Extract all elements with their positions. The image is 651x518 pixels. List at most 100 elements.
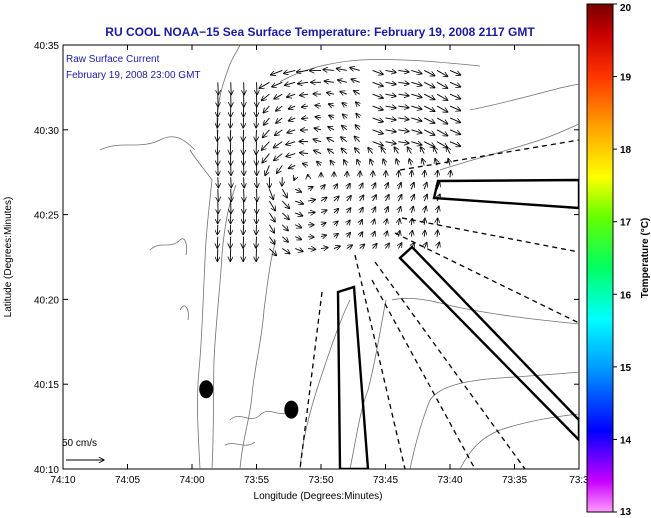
current-vector xyxy=(264,117,270,125)
current-vector xyxy=(333,246,340,248)
colorbar-tick-label: 13 xyxy=(620,507,632,518)
current-vector xyxy=(370,159,373,166)
current-vector xyxy=(411,82,422,85)
current-vector xyxy=(354,136,361,142)
current-vector xyxy=(372,70,384,74)
current-vector xyxy=(288,118,296,121)
colorbar-ticks: 20 19 18 17 16 15 14 13 xyxy=(613,3,632,518)
current-vector xyxy=(360,232,363,237)
x-tick-label: 73:55 xyxy=(244,475,269,486)
current-vector xyxy=(340,91,347,94)
colorbar-tick-label: 14 xyxy=(620,435,632,446)
colorbar-tick-label: 20 xyxy=(620,3,632,14)
current-vector xyxy=(449,93,461,99)
current-vector xyxy=(411,94,422,97)
x-tick-label: 74:00 xyxy=(179,475,204,486)
current-vector xyxy=(286,154,296,157)
y-tick-label: 40:15 xyxy=(34,380,59,391)
y-tick-label: 40:20 xyxy=(34,295,59,306)
colorbar-label: Temperature (°C) xyxy=(640,218,651,299)
current-vector xyxy=(317,161,321,165)
current-vector xyxy=(424,170,425,178)
current-vector xyxy=(449,129,461,135)
current-vector xyxy=(320,235,326,237)
current-vector xyxy=(347,183,350,190)
current-vector xyxy=(261,93,270,100)
shelf-contour-4 xyxy=(409,371,579,469)
radial-1 xyxy=(399,139,579,171)
current-vector xyxy=(336,68,347,70)
current-vector xyxy=(368,147,373,154)
current-vector xyxy=(360,183,363,190)
current-vector xyxy=(230,129,231,141)
current-vector xyxy=(373,171,374,178)
radial-7 xyxy=(299,291,323,469)
current-vector xyxy=(274,93,283,99)
current-vector xyxy=(398,231,399,237)
current-vector xyxy=(437,218,438,225)
radial-5 xyxy=(374,261,526,469)
current-vector xyxy=(341,148,348,154)
current-vector xyxy=(314,128,322,130)
current-vector xyxy=(268,188,273,199)
current-vector xyxy=(386,243,390,249)
colorbar-tick-label: 17 xyxy=(620,218,632,229)
current-vector xyxy=(411,171,412,178)
current-vector xyxy=(423,81,435,87)
current-vector xyxy=(411,130,422,133)
current-vector xyxy=(422,159,424,166)
station-marker xyxy=(284,400,299,419)
current-vector xyxy=(385,106,397,108)
x-tick-label: 73:50 xyxy=(308,475,333,486)
current-vector xyxy=(295,201,303,204)
current-vector xyxy=(411,218,412,225)
colorbar-tick-label: 19 xyxy=(620,73,632,84)
current-vector xyxy=(398,118,409,120)
current-vector xyxy=(360,220,363,225)
current-vector xyxy=(287,130,296,133)
current-vector xyxy=(321,185,325,189)
current-vector xyxy=(398,183,401,190)
current-vector xyxy=(328,127,335,130)
current-vector xyxy=(396,159,398,166)
land-contour-1 xyxy=(99,136,196,151)
current-vector xyxy=(372,105,384,110)
current-vector xyxy=(450,170,451,178)
shelf-patch-1 xyxy=(229,409,291,421)
y-tick-label: 40:35 xyxy=(34,41,59,52)
current-vector xyxy=(398,194,401,202)
transect-box-east xyxy=(432,178,579,210)
current-vector xyxy=(373,183,376,190)
shelf-contour-3 xyxy=(349,299,387,469)
current-vector xyxy=(449,141,461,147)
current-vector xyxy=(320,197,327,201)
current-vector xyxy=(424,206,426,214)
current-vector xyxy=(302,163,309,165)
current-vector xyxy=(320,248,328,249)
current-vector xyxy=(424,230,425,237)
current-vector xyxy=(287,94,296,97)
current-vector xyxy=(385,94,397,96)
radial-6 xyxy=(354,254,406,469)
current-vector xyxy=(324,81,334,82)
coast-contour-2 xyxy=(211,184,237,469)
current-vector xyxy=(409,159,411,166)
current-vector xyxy=(328,149,335,154)
current-vector xyxy=(320,210,327,213)
current-vector xyxy=(407,147,411,154)
current-vector xyxy=(262,153,270,163)
current-vector xyxy=(300,94,309,95)
x-tick-label: 73:3 xyxy=(569,475,589,486)
current-vector xyxy=(437,242,439,249)
transect-box-south xyxy=(336,285,370,469)
current-vector xyxy=(259,81,270,88)
current-vector xyxy=(436,70,448,76)
current-vector xyxy=(274,153,283,161)
annotation-date: February 19, 2008 23:00 GMT xyxy=(66,70,201,81)
current-vector xyxy=(231,82,232,94)
current-vector xyxy=(243,236,244,249)
shelf-contour-5 xyxy=(459,413,579,469)
current-vector xyxy=(398,94,409,96)
current-vector xyxy=(330,160,334,165)
current-vector xyxy=(411,118,422,121)
